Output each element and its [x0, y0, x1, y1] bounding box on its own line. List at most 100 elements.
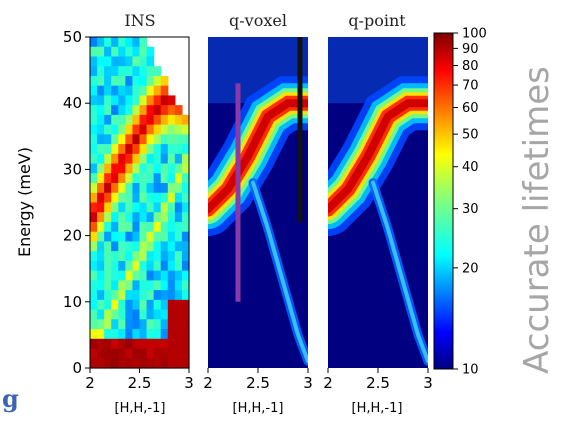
- heatmap-cell: [90, 105, 98, 116]
- heatmap-cell: [160, 348, 169, 359]
- heatmap-cell: [104, 75, 112, 87]
- heatmap-cell: [90, 37, 98, 48]
- heatmap-cell: [174, 183, 183, 194]
- heatmap-cell: [146, 270, 155, 281]
- colorbar-tick-label: 100: [462, 27, 487, 42]
- heatmap-cell: [111, 124, 119, 135]
- colorbar-tick-label: 20: [462, 261, 479, 276]
- heatmap-cell: [153, 192, 162, 204]
- colorbar-tick-label: 60: [462, 101, 479, 116]
- heatmap-cell: [111, 95, 119, 106]
- heatmap-cell: [104, 183, 112, 194]
- heatmap-cell: [97, 338, 105, 350]
- dispersion-band-main: [208, 99, 308, 214]
- heatmap-cell: [132, 192, 141, 204]
- heatmap-cell: [104, 105, 112, 116]
- heatmap-cell: [97, 280, 105, 291]
- heatmap-cell: [146, 124, 155, 135]
- heatmap-cell: [153, 251, 162, 262]
- heatmap-cell: [90, 358, 98, 369]
- heatmap-cell: [97, 153, 105, 165]
- heatmap-cell: [174, 358, 183, 369]
- heatmap-cell: [104, 46, 112, 58]
- colorbar-tick-label: 70: [462, 79, 479, 94]
- heatmap-cell: [181, 192, 190, 204]
- heatmap-cell: [132, 358, 141, 369]
- heatmap-cell: [90, 251, 98, 262]
- heatmap-cell: [118, 260, 126, 272]
- heatmap-cell: [139, 358, 148, 369]
- heatmap-cell: [90, 319, 98, 330]
- heatmap-cell: [118, 85, 126, 97]
- heatmap-cell: [139, 134, 148, 145]
- heatmap-cell: [160, 153, 169, 165]
- heatmap-cell: [167, 105, 176, 116]
- heatmap-cell: [90, 114, 98, 126]
- heatmap-cell: [139, 251, 148, 262]
- heatmap-cell: [90, 221, 98, 233]
- heatmap-cell: [167, 260, 176, 272]
- y-tick-label: 10: [63, 293, 82, 311]
- heatmap-cell: [153, 95, 162, 106]
- heatmap-cell: [97, 37, 105, 48]
- heatmap-cell: [174, 173, 183, 184]
- heatmap-cell: [118, 192, 126, 204]
- heatmap-cell: [90, 173, 98, 184]
- heatmap-cell: [146, 114, 155, 126]
- heatmap-cell: [111, 56, 119, 67]
- heatmap-cell: [139, 329, 148, 340]
- dispersion-band-secondary: [371, 180, 428, 364]
- heatmap-cell: [160, 173, 169, 184]
- heatmap-cell: [167, 153, 176, 165]
- heatmap-cell: [111, 319, 119, 330]
- heatmap-cell: [90, 134, 98, 145]
- heatmap-cell: [146, 280, 155, 291]
- heatmap-cell: [132, 270, 141, 281]
- heatmap-cell: [111, 212, 119, 223]
- heatmap-cell: [132, 173, 141, 184]
- heatmap-cell: [90, 241, 98, 252]
- heatmap-cell: [125, 251, 134, 262]
- heatmap-cell: [125, 144, 134, 155]
- heatmap-cell: [139, 183, 148, 194]
- x-tick-label: 2.5: [128, 374, 152, 392]
- heatmap-cell: [132, 212, 141, 223]
- heatmap-cell: [153, 105, 162, 116]
- heatmap-cell: [118, 338, 126, 350]
- heatmap-cell: [90, 153, 98, 165]
- heatmap-cell: [111, 173, 119, 184]
- heatmap-cell: [125, 319, 134, 330]
- heatmap-cell: [125, 329, 134, 340]
- heatmap-cell: [167, 144, 176, 155]
- heatmap-cell: [125, 163, 134, 174]
- heatmap-cell: [125, 105, 134, 116]
- heatmap-cell: [97, 163, 105, 174]
- heatmap-cell: [167, 280, 176, 291]
- heatmap-cell: [90, 75, 98, 87]
- heatmap-cell: [125, 114, 134, 126]
- heatmap-cell: [125, 231, 134, 243]
- heatmap-cell: [139, 212, 148, 223]
- heatmap-cell: [90, 280, 98, 291]
- heatmap-cell: [167, 270, 176, 281]
- heatmap-cell: [139, 202, 148, 213]
- heatmap-cell: [174, 163, 183, 174]
- heatmap-cell: [181, 183, 190, 194]
- heatmap-cell: [118, 105, 126, 116]
- heatmap-cell: [125, 183, 134, 194]
- heatmap-cell: [90, 56, 98, 67]
- heatmap-cell: [90, 270, 98, 281]
- heatmap-cell: [118, 319, 126, 330]
- heatmap-cell: [181, 251, 190, 262]
- heatmap-cell: [160, 183, 169, 194]
- panel-q-voxel: q-voxel 2 2.5 3 [H,H,-1]: [203, 11, 313, 416]
- heatmap-cell: [153, 280, 162, 291]
- heatmap-cell: [90, 85, 98, 97]
- heatmap-cell: [181, 163, 190, 174]
- heatmap-cell: [146, 260, 155, 272]
- heatmap-cell: [132, 202, 141, 213]
- heatmap-cell: [118, 251, 126, 262]
- heatmap-cell: [181, 173, 190, 184]
- heatmap-cell: [104, 153, 112, 165]
